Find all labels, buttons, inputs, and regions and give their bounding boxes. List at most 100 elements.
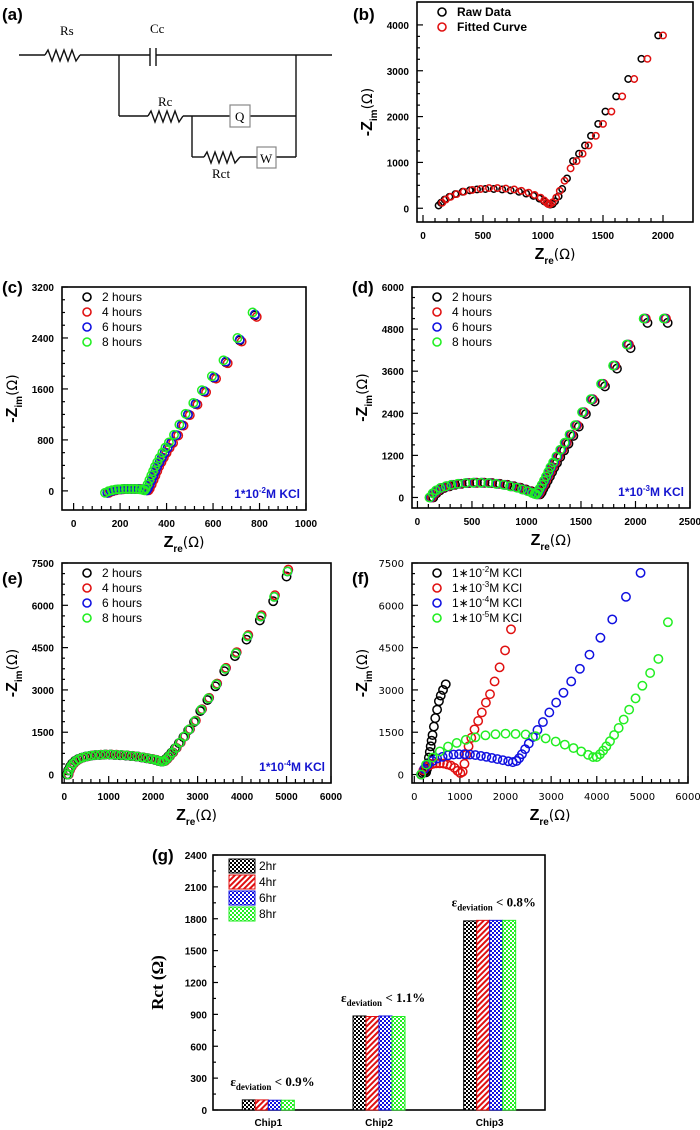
data-point [452,190,461,198]
data-point [555,444,566,455]
plot-frame [411,286,691,509]
legend-marker [432,583,442,593]
data-point [196,385,207,396]
data-point [184,724,195,735]
chart-panel-b: 0 500 1000 1500 2000 0 1000 2000 3000 4000 Zre(Ω) -… [359,1,694,267]
bar-4hr-Chip3 [476,919,491,1111]
legend-label: 2hr [259,859,276,873]
data-point [530,731,541,742]
legend-marker [82,583,92,593]
data-point [544,707,555,718]
data-point [607,614,618,625]
data-point [493,184,502,193]
data-point [438,684,448,695]
data-point [424,747,435,757]
series-layer [61,564,294,780]
bar-6hr-Chip2 [378,1015,393,1111]
data-point [459,187,468,196]
bar-2hr-Chip1 [241,1099,256,1111]
label-rct: Rct [212,166,230,181]
data-point [559,739,570,750]
x-tick-label: 800 [251,519,268,530]
data-point [146,470,157,481]
data-point [505,481,516,492]
legend-swatch [228,874,256,890]
series-1-10-5-m-kcl [416,617,673,780]
y-tick-label: 0 [48,487,54,498]
data-point [498,479,509,490]
x-tick-label: 1000 [532,231,555,242]
data-point [575,149,583,158]
label-cc: Cc [150,21,165,36]
data-point [90,750,101,761]
y-tick-label: 1500 [379,728,404,739]
data-point [188,398,199,408]
x-axis-title: Zre(Ω) [535,246,576,267]
legend-swatch [228,890,256,906]
data-point [268,596,279,607]
x-tick-label: 2000 [652,231,675,242]
data-point [637,680,648,691]
data-point [435,690,446,701]
data-point [486,752,497,763]
data-point [591,131,600,140]
data-point [570,420,580,431]
y-tick-label: 6000 [379,601,404,612]
data-point [618,714,629,725]
data-point [448,749,459,760]
data-point [110,749,121,760]
data-point [117,484,128,494]
x-tick-label: 1500 [570,517,593,528]
data-point [427,730,438,741]
x-tick-label: 1000 [515,517,538,528]
y-axis-title: -Zim(Ω) [354,373,375,421]
y-tick-label: 600 [190,1042,207,1053]
data-point [643,54,652,63]
legend-marker [432,598,442,608]
data-point [511,482,522,493]
series-layer [424,313,673,503]
y-tick-label: 1500 [32,728,55,739]
data-point [659,31,667,40]
y-tick-label: 1200 [185,979,208,990]
legend-marker [82,307,92,317]
concentration-annotation: 1*10-3M KCl [618,484,684,499]
data-point [618,92,627,101]
panel-label-f: (f) [352,569,369,588]
cpe-box-q [229,104,251,128]
deviation-annotation: εdeviation < 0.8% [452,894,536,912]
x-tick-label: 1000 [98,792,121,803]
legend-label: 2 hours [452,290,492,304]
legend-marker [432,568,442,578]
data-point [169,429,179,440]
data-point [498,185,507,194]
data-point [532,725,543,735]
data-point [537,717,548,728]
data-point [511,756,522,766]
x-tick-label: 0 [71,519,77,530]
data-point [545,462,556,473]
y-tick-label: 3200 [32,283,55,294]
data-point [501,184,510,193]
data-point [543,466,554,477]
data-point [100,749,111,760]
data-point [555,186,564,195]
data-point [443,741,453,752]
data-point [113,484,124,495]
y-tick-label: 2400 [32,334,55,345]
charts-layer: 0 500 1000 1500 200001000200030004000Zre(Ω)-… [4,1,700,1129]
data-point [510,728,521,739]
data-point [653,653,664,664]
x-tick-label: 4000 [231,792,254,803]
data-point [230,648,241,659]
data-point [517,484,528,495]
bar-4hr-Chip1 [254,1099,269,1111]
legend-marker [432,337,442,347]
data-point [489,676,500,687]
chart-panel-c: 0 200 400 600 800 1000 0 800 1600 2400 3200 Zre(Ω) -… [4,283,318,555]
data-point [638,313,649,324]
data-point [179,731,190,742]
bar-4hr-Chip2 [365,1016,380,1111]
resistor-rct [203,149,241,166]
data-point [630,75,639,83]
